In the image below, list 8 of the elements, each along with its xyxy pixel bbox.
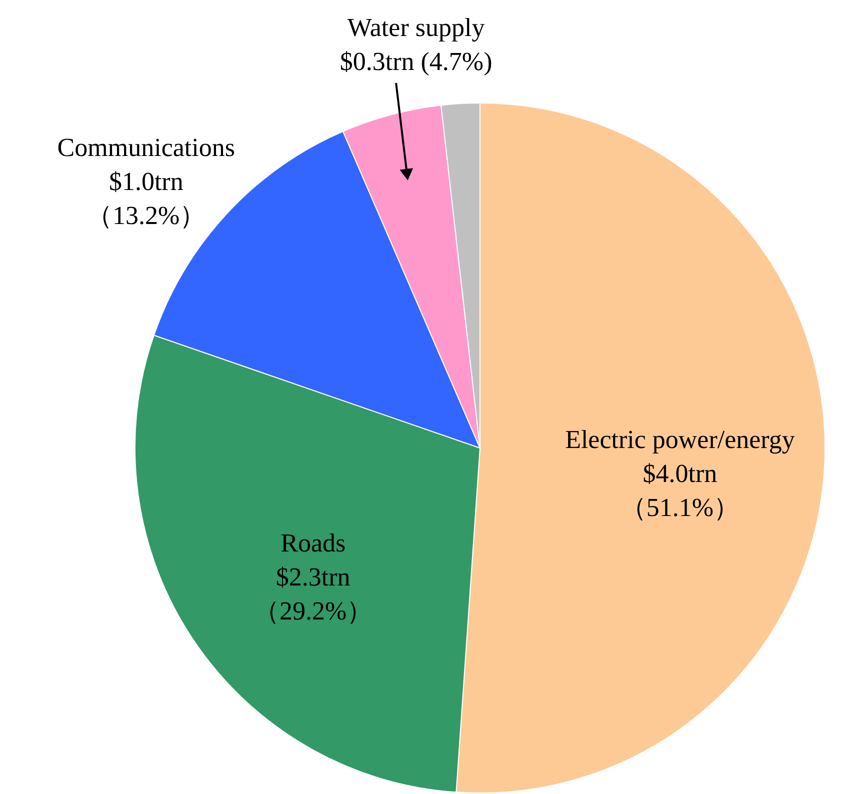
data-label: $4.0trn （51.1%） — [620, 458, 740, 522]
slice-label: Water supply — [347, 13, 485, 42]
slice-label: Electric power/energy — [565, 424, 795, 454]
slice-label: Communications — [57, 133, 235, 162]
slice-label: Roads — [280, 528, 346, 558]
data-label: $0.3trn (4.7%) — [340, 47, 492, 76]
data-label: $1.0trn （13.2%） — [86, 167, 206, 230]
data-label: $2.3trn （29.2%） — [254, 562, 373, 626]
